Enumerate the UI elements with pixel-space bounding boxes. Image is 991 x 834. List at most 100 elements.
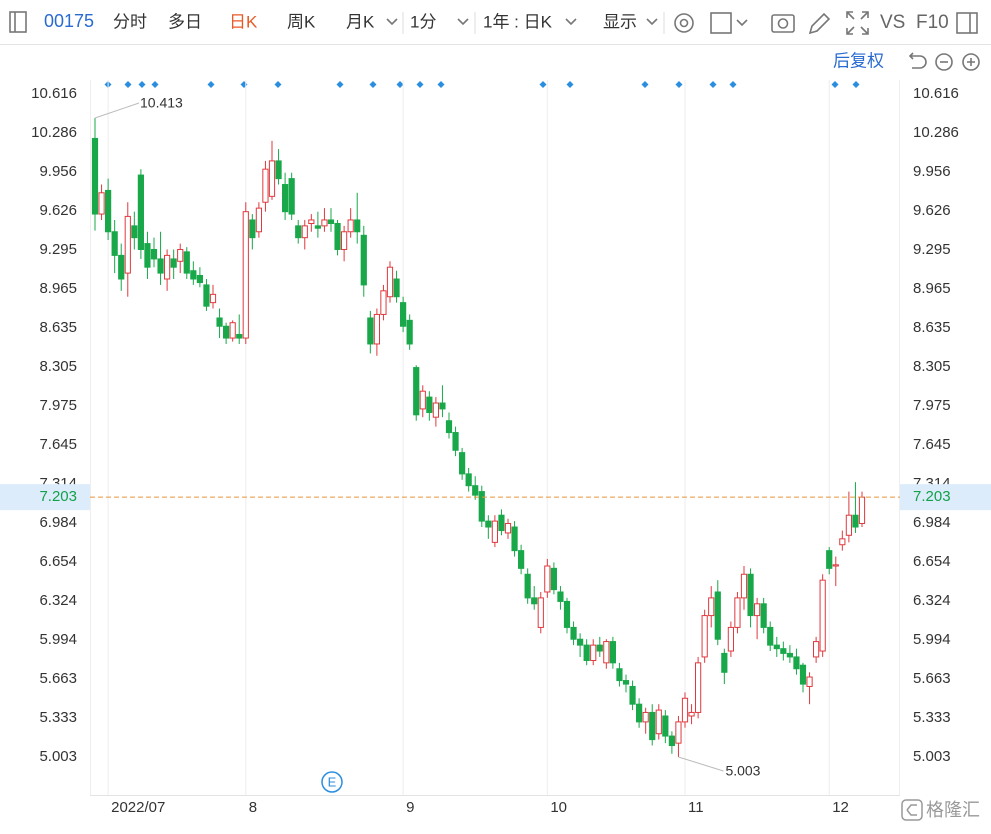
x-tick-label: 10 bbox=[550, 799, 567, 816]
sidebar-toggle[interactable] bbox=[9, 11, 27, 33]
y-tick-label-right: 6.984 bbox=[913, 514, 951, 531]
candle-body bbox=[590, 644, 597, 661]
candle-body bbox=[524, 573, 531, 599]
candle-body bbox=[603, 641, 610, 664]
stock-code[interactable]: 00175 bbox=[44, 11, 94, 31]
tab-active[interactable]: 日K bbox=[229, 12, 258, 31]
f10-button[interactable]: F10 bbox=[916, 12, 949, 33]
y-tick-label-left: 5.333 bbox=[39, 709, 77, 726]
candle-body bbox=[393, 278, 400, 298]
candle-body bbox=[367, 317, 374, 345]
candle-body bbox=[681, 697, 689, 723]
candle-body bbox=[655, 709, 662, 735]
y-tick-label-left: 6.654 bbox=[39, 553, 77, 570]
fullscreen-icon[interactable] bbox=[846, 11, 869, 35]
candle-body bbox=[826, 550, 833, 569]
candle-body bbox=[557, 591, 564, 602]
candle-body bbox=[137, 174, 144, 250]
y-tick-label-right: 9.956 bbox=[913, 163, 951, 180]
pencil-icon[interactable] bbox=[808, 12, 831, 35]
candle-body bbox=[105, 189, 112, 233]
event-badge-label: E bbox=[328, 774, 337, 789]
event-marker bbox=[539, 81, 547, 88]
candle-body bbox=[688, 711, 695, 717]
checkbox-icon[interactable] bbox=[710, 12, 732, 34]
tab[interactable]: 周K bbox=[287, 12, 316, 31]
candle-body bbox=[668, 735, 675, 747]
adjust-mode[interactable]: 后复权 bbox=[833, 51, 884, 70]
candle-body bbox=[616, 668, 623, 682]
candle-body bbox=[531, 597, 538, 605]
camera-icon[interactable] bbox=[771, 14, 795, 33]
candle-body bbox=[695, 662, 702, 713]
candles-layer bbox=[91, 118, 866, 757]
settings-icon[interactable] bbox=[674, 13, 694, 33]
candle-body bbox=[780, 648, 787, 654]
zoom-out-icon[interactable] bbox=[935, 53, 953, 71]
y-tick-label-right: 6.324 bbox=[913, 592, 951, 609]
zoom-in-icon[interactable] bbox=[962, 53, 980, 71]
candle-body bbox=[223, 325, 230, 339]
candle-body bbox=[675, 721, 682, 744]
candle-body bbox=[478, 491, 485, 522]
candle-body bbox=[419, 390, 426, 410]
candle-body bbox=[288, 178, 295, 215]
y-tick-label-right: 5.003 bbox=[913, 748, 951, 765]
dropdown-arrow bbox=[565, 18, 577, 26]
candle-body bbox=[622, 680, 630, 685]
vs-button[interactable]: VS bbox=[880, 12, 905, 33]
y-tick-label-left: 5.663 bbox=[39, 670, 77, 687]
candle-body bbox=[249, 219, 256, 239]
event-marker bbox=[852, 81, 860, 88]
event-marker bbox=[124, 81, 132, 88]
candle-body bbox=[170, 258, 177, 268]
event-badge[interactable] bbox=[321, 771, 343, 793]
candle-body bbox=[203, 284, 210, 307]
y-tick-label-right: 7.975 bbox=[913, 397, 951, 414]
tab[interactable]: 1分 bbox=[410, 12, 436, 31]
candle-body bbox=[190, 270, 197, 280]
tab[interactable]: 分时 bbox=[113, 12, 147, 31]
candle-body bbox=[98, 192, 105, 215]
candle-body bbox=[295, 225, 302, 239]
candle-body bbox=[347, 219, 354, 233]
y-tick-label-left: 8.305 bbox=[39, 358, 77, 375]
candle-body bbox=[118, 254, 125, 280]
candle-body bbox=[793, 656, 800, 670]
last-price-box-left bbox=[0, 484, 90, 511]
candle-body bbox=[583, 644, 590, 661]
event-marker bbox=[709, 81, 717, 88]
candle-body bbox=[747, 573, 754, 617]
candle-body bbox=[649, 711, 656, 741]
event-marker bbox=[416, 81, 424, 88]
candle-body bbox=[268, 160, 276, 197]
y-tick-label-right: 5.663 bbox=[913, 670, 951, 687]
event-marker bbox=[437, 81, 445, 88]
candle-body bbox=[786, 652, 793, 658]
candle-body bbox=[406, 319, 413, 345]
candle-body bbox=[845, 514, 852, 536]
event-marker bbox=[566, 81, 574, 88]
candle-body bbox=[373, 313, 380, 345]
y-tick-label-left: 7.975 bbox=[39, 397, 77, 414]
candle-body bbox=[380, 290, 387, 315]
display-menu[interactable]: 显示 bbox=[603, 12, 637, 31]
candle-body bbox=[754, 603, 761, 617]
tab[interactable]: 多日 bbox=[168, 12, 202, 31]
candle-body bbox=[432, 402, 439, 418]
watermark-logo bbox=[901, 799, 923, 821]
candle-body bbox=[301, 225, 308, 239]
y-tick-label-left: 8.965 bbox=[39, 280, 77, 297]
event-marker bbox=[240, 81, 248, 88]
undo-icon[interactable] bbox=[908, 52, 927, 69]
period-select[interactable]: 1年 : 日K bbox=[483, 12, 553, 31]
labels-layer: 2022/07 8 9 10 11 12 10.616 10.616 10.286 10.286 9… bbox=[0, 85, 991, 816]
candle-body bbox=[727, 626, 734, 652]
candle-body bbox=[852, 514, 859, 528]
tab[interactable]: 月K bbox=[346, 12, 375, 31]
window-icon[interactable] bbox=[956, 12, 978, 34]
candle-body bbox=[806, 676, 813, 687]
settings-icon-core bbox=[679, 18, 689, 28]
